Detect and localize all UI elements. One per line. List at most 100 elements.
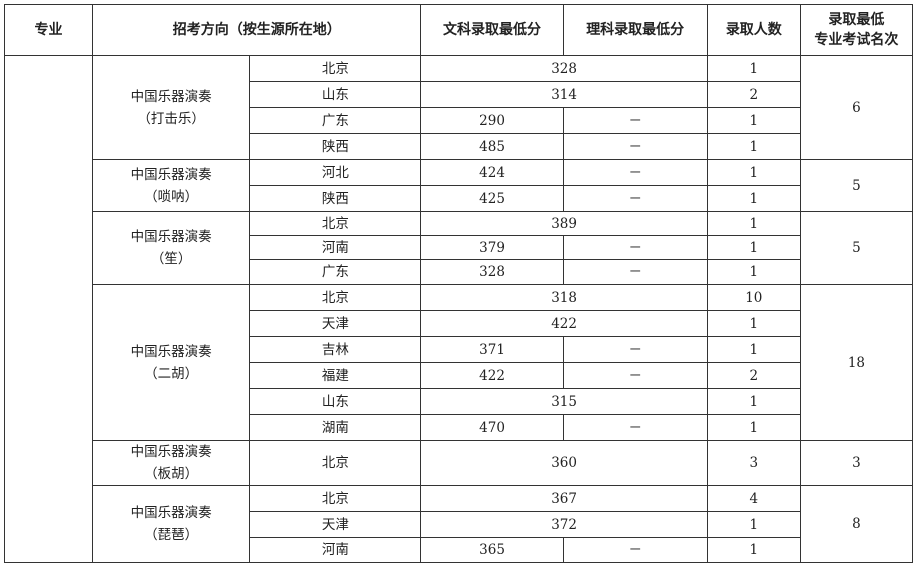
count-cell: 1 bbox=[706, 185, 801, 212]
table-body: 中国乐器演奏 （打击乐） 北京 328 1 6 山东 314 2 广东 290 － 1 陕西 485 － 1 中国… bbox=[3, 55, 914, 563]
province-cell: 广东 bbox=[249, 107, 422, 134]
header-count: 录取人数 bbox=[706, 4, 801, 56]
province-cell: 陕西 bbox=[249, 185, 422, 212]
count-cell: 1 bbox=[706, 159, 801, 186]
province-cell: 天津 bbox=[249, 310, 422, 337]
li-score-cell: － bbox=[562, 362, 708, 389]
direction-name: 中国乐器演奏 bbox=[130, 444, 212, 460]
table-row: 天津 372 1 bbox=[5, 511, 913, 538]
count-cell: 4 bbox=[706, 485, 801, 512]
province-cell: 北京 bbox=[249, 211, 422, 236]
header-wen: 文科录取最低分 bbox=[420, 4, 564, 56]
li-score-cell: － bbox=[562, 159, 708, 186]
rank-cell: 5 bbox=[799, 211, 914, 285]
province-cell: 河北 bbox=[249, 159, 422, 186]
combined-score-cell: 367 bbox=[420, 485, 708, 512]
count-cell: 1 bbox=[706, 235, 801, 260]
province-cell: 山东 bbox=[249, 81, 422, 108]
wen-score-cell: 425 bbox=[420, 185, 564, 212]
rank-cell: 6 bbox=[799, 55, 914, 160]
li-score-cell: － bbox=[562, 414, 708, 441]
province-cell: 山东 bbox=[249, 388, 422, 415]
count-cell: 1 bbox=[706, 414, 801, 441]
table-row: 河南 379 － 1 bbox=[5, 235, 913, 260]
combined-score-cell: 360 bbox=[420, 440, 708, 486]
table-row: 中国乐器演奏 （琵琶） 北京 367 4 8 bbox=[5, 485, 914, 563]
li-score-cell: － bbox=[562, 185, 708, 212]
combined-score-cell: 318 bbox=[420, 284, 708, 311]
direction-cell: 中国乐器演奏 （二胡） bbox=[92, 284, 251, 441]
table-row: 天津 422 1 bbox=[5, 310, 913, 337]
province-cell: 河南 bbox=[249, 235, 422, 260]
combined-score-cell: 315 bbox=[420, 388, 708, 415]
rank-cell: 18 bbox=[799, 284, 914, 441]
count-cell: 1 bbox=[706, 55, 801, 82]
count-cell: 1 bbox=[706, 537, 801, 563]
header-rank: 录取最低 专业考试名次 bbox=[799, 4, 914, 56]
combined-score-cell: 328 bbox=[420, 55, 708, 82]
li-score-cell: － bbox=[562, 133, 708, 160]
rank-cell: 8 bbox=[799, 485, 914, 563]
count-cell: 1 bbox=[706, 511, 801, 538]
wen-score-cell: 424 bbox=[420, 159, 564, 186]
province-cell: 广东 bbox=[249, 259, 422, 285]
table-row: 河南 365 － 1 bbox=[5, 537, 913, 563]
direction-cell: 中国乐器演奏 （唢呐） bbox=[92, 159, 251, 212]
count-cell: 2 bbox=[706, 81, 801, 108]
direction-cell: 中国乐器演奏 （笙） bbox=[92, 211, 251, 285]
direction-cell: 中国乐器演奏 （板胡） bbox=[92, 440, 251, 486]
table-row: 湖南 470 － 1 bbox=[5, 414, 913, 441]
header-li: 理科录取最低分 bbox=[562, 4, 708, 56]
province-cell: 吉林 bbox=[249, 336, 422, 363]
header-direction: 招考方向（按生源所在地） bbox=[92, 4, 422, 56]
combined-score-cell: 422 bbox=[420, 310, 708, 337]
province-cell: 湖南 bbox=[249, 414, 422, 441]
li-score-cell: － bbox=[562, 537, 708, 563]
li-score-cell: － bbox=[562, 107, 708, 134]
table-row: 中国乐器演奏 （二胡） 北京 318 10 18 bbox=[5, 284, 914, 441]
table-row: 吉林 371 － 1 bbox=[5, 336, 913, 363]
count-cell: 1 bbox=[706, 133, 801, 160]
count-cell: 2 bbox=[706, 362, 801, 389]
province-cell: 天津 bbox=[249, 511, 422, 538]
province-cell: 陕西 bbox=[249, 133, 422, 160]
table-row: 山东 314 2 bbox=[5, 81, 913, 108]
direction-instrument: （琵琶） bbox=[144, 527, 199, 543]
admission-scores-table: 专业 招考方向（按生源所在地） 文科录取最低分 理科录取最低分 录取人数 录取最… bbox=[3, 4, 914, 563]
direction-name: 中国乐器演奏 bbox=[130, 88, 212, 105]
combined-score-cell: 314 bbox=[420, 81, 708, 108]
wen-score-cell: 422 bbox=[420, 362, 564, 389]
wen-score-cell: 371 bbox=[420, 336, 564, 363]
direction-name: 中国乐器演奏 bbox=[130, 166, 212, 183]
count-cell: 3 bbox=[706, 440, 801, 486]
li-score-cell: － bbox=[562, 259, 708, 285]
header-major: 专业 bbox=[3, 4, 94, 56]
direction-cell: 中国乐器演奏 （琵琶） bbox=[92, 485, 251, 563]
count-cell: 1 bbox=[706, 388, 801, 415]
direction-name: 中国乐器演奏 bbox=[130, 343, 212, 360]
count-cell: 1 bbox=[706, 107, 801, 134]
combined-score-cell: 389 bbox=[420, 211, 708, 236]
rank-cell: 3 bbox=[799, 440, 914, 486]
direction-name: 中国乐器演奏 bbox=[130, 229, 212, 245]
rank-cell: 5 bbox=[799, 159, 914, 212]
table-row: 陕西 485 － 1 bbox=[5, 133, 913, 160]
province-cell: 北京 bbox=[249, 440, 422, 486]
direction-name: 中国乐器演奏 bbox=[130, 505, 212, 521]
table-row: 陕西 425 － 1 bbox=[5, 185, 913, 212]
direction-instrument: （二胡） bbox=[144, 365, 199, 382]
table-row: 中国乐器演奏 （唢呐） 河北 424 － 1 5 bbox=[5, 159, 914, 212]
count-cell: 1 bbox=[706, 259, 801, 285]
li-score-cell: － bbox=[562, 336, 708, 363]
province-cell: 河南 bbox=[249, 537, 422, 563]
count-cell: 1 bbox=[706, 336, 801, 363]
wen-score-cell: 485 bbox=[420, 133, 564, 160]
province-cell: 北京 bbox=[249, 485, 422, 512]
count-cell: 1 bbox=[706, 310, 801, 337]
table-row: 中国乐器演奏 （板胡） 北京 360 3 3 bbox=[5, 440, 914, 486]
header-rank-line2: 专业考试名次 bbox=[814, 32, 899, 48]
table-row: 广东 328 － 1 bbox=[5, 259, 913, 285]
direction-instrument: （唢呐） bbox=[144, 188, 199, 205]
combined-score-cell: 372 bbox=[420, 511, 708, 538]
table-row: 中国乐器演奏 （笙） 北京 389 1 5 bbox=[5, 211, 914, 285]
